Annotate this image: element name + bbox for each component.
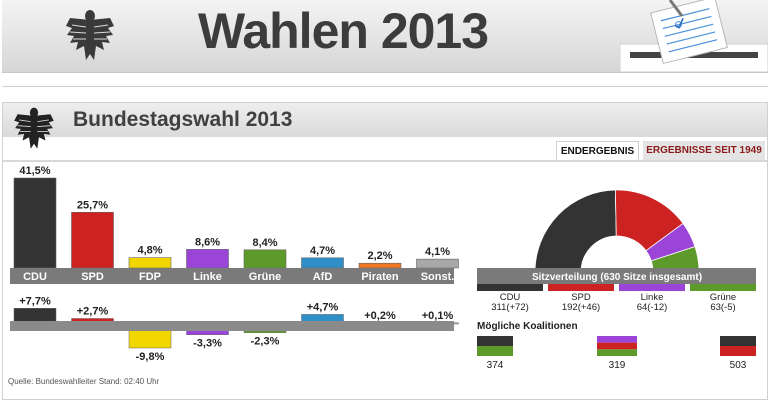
panel-title: Bundestagswahl 2013 (73, 108, 293, 131)
seat-party-label: CDU (500, 292, 521, 303)
separator (2, 86, 768, 87)
result-value-label: 4,8% (137, 245, 162, 257)
category-label-sonst: Sonst. (421, 271, 455, 283)
koalition-stripe (477, 336, 513, 346)
category-label-piraten: Piraten (361, 271, 399, 283)
category-label-cdu: CDU (23, 271, 47, 283)
seat-party-label: SPD (571, 292, 591, 303)
result-bar-linke (186, 249, 229, 269)
tab-endergebnis[interactable]: ENDERGEBNIS (556, 141, 639, 160)
change-value-label: +2,7% (77, 305, 109, 317)
result-bar-gruene (243, 249, 287, 269)
koalitionen-title: Mögliche Koalitionen (477, 321, 578, 332)
result-value-label: 41,5% (19, 165, 50, 177)
change-zero-band (10, 321, 454, 331)
change-value-label: +0,1% (422, 310, 454, 322)
eagle-logo-icon (66, 10, 114, 60)
banner: Wahlen 2013 (2, 0, 768, 73)
banner-title: Wahlen 2013 (198, 3, 489, 59)
seat-color-bar-gruene (690, 284, 756, 291)
seat-party-label: Grüne (710, 292, 736, 303)
category-label-gruene: Grüne (249, 271, 281, 283)
seat-party-label: Linke (641, 292, 664, 303)
seat-color-bar-spd (548, 284, 614, 291)
eagle-logo-icon (14, 107, 54, 149)
seat-title-band (477, 268, 756, 284)
category-label-linke: Linke (193, 271, 222, 283)
source-note: Quelle: Bundeswahlleiter Stand: 02:40 Uh… (8, 377, 160, 386)
tab-underline (3, 160, 767, 162)
koalition-seats-label: 374 (487, 360, 504, 371)
result-bar-afd (301, 257, 344, 269)
category-label-fdp: FDP (139, 271, 161, 283)
category-axis-band (10, 268, 454, 284)
seat-count-label: 63(-5) (710, 302, 735, 313)
seat-color-bar-cdu (477, 284, 543, 291)
result-bar-spd (71, 211, 114, 269)
change-value-label: +4,7% (307, 301, 339, 313)
tab-ergebnisse-seit-1949[interactable]: ERGEBNISSE SEIT 1949 (643, 141, 765, 160)
ballot-box-icon (620, 0, 768, 72)
result-bar-cdu (13, 177, 57, 269)
result-value-label: 4,1% (425, 246, 450, 258)
result-bar-piraten (358, 262, 402, 269)
change-value-label: -9,8% (136, 351, 165, 363)
seat-chart-title: Sitzverteilung (630 Sitze insgesamt) (532, 272, 702, 283)
koalition-stripe (720, 346, 756, 356)
koalition-stripe (597, 349, 637, 356)
result-bar-fdp (128, 257, 172, 269)
seat-segment-cdu (534, 189, 617, 273)
koalition-stripe (477, 346, 513, 356)
seat-color-bar-linke (619, 284, 685, 291)
koalition-seats-label: 503 (730, 360, 747, 371)
change-value-label: +7,7% (19, 295, 51, 307)
change-value-label: +0,2% (364, 310, 396, 322)
category-label-afd: AfD (313, 271, 333, 283)
results-panel: Bundestagswahl 2013 ENDERGEBNIS ERGEBNIS… (2, 102, 768, 400)
seat-count-label: 192(+46) (562, 302, 600, 313)
result-value-label: 8,6% (195, 236, 220, 248)
seat-count-label: 311(+72) (491, 302, 529, 313)
category-label-spd: SPD (81, 271, 104, 283)
result-value-label: 2,2% (367, 250, 392, 262)
panel-header: Bundestagswahl 2013 (3, 103, 767, 149)
change-value-label: -2,3% (251, 336, 280, 348)
result-value-label: 8,4% (252, 237, 277, 249)
koalition-stripe (597, 342, 637, 350)
koalition-stripe (597, 336, 637, 343)
result-value-label: 25,7% (77, 199, 108, 211)
seat-count-label: 64(-12) (637, 302, 668, 313)
change-value-label: -3,3% (193, 338, 222, 350)
koalition-seats-label: 319 (609, 360, 626, 371)
result-bar-sonst (416, 258, 459, 269)
result-value-label: 4,7% (310, 245, 335, 257)
koalition-stripe (720, 336, 756, 346)
